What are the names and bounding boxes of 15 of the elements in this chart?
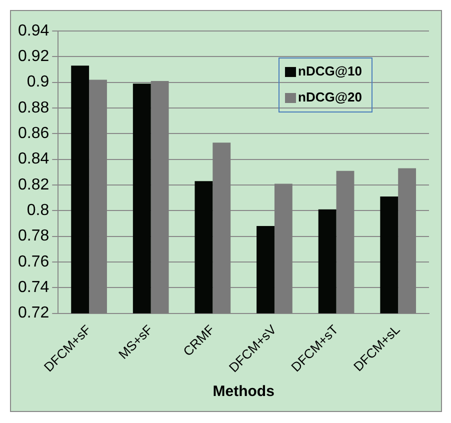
y-tick-label: 0.78 (18, 228, 50, 245)
y-tick-label: 0.88 (18, 99, 50, 116)
y-tick-label: 0.86 (18, 125, 50, 142)
y-tick-label: 0.76 (18, 253, 50, 270)
y-tick-label: 0.84 (18, 150, 50, 168)
y-tick-label: 0.94 (18, 22, 50, 40)
y-tick-label: 0.82 (18, 176, 50, 194)
x-axis-title: Methods (212, 383, 274, 400)
y-tick-label: 0.8 (26, 202, 50, 220)
legend-label: nDCG@10 (298, 64, 362, 79)
y-tick-label: 0.74 (18, 279, 50, 296)
y-tick-label: 0.92 (18, 48, 50, 66)
y-tick-label: 0.9 (26, 74, 50, 91)
legend-label: nDCG@20 (298, 90, 362, 105)
y-tick-label: 0.72 (18, 304, 50, 322)
